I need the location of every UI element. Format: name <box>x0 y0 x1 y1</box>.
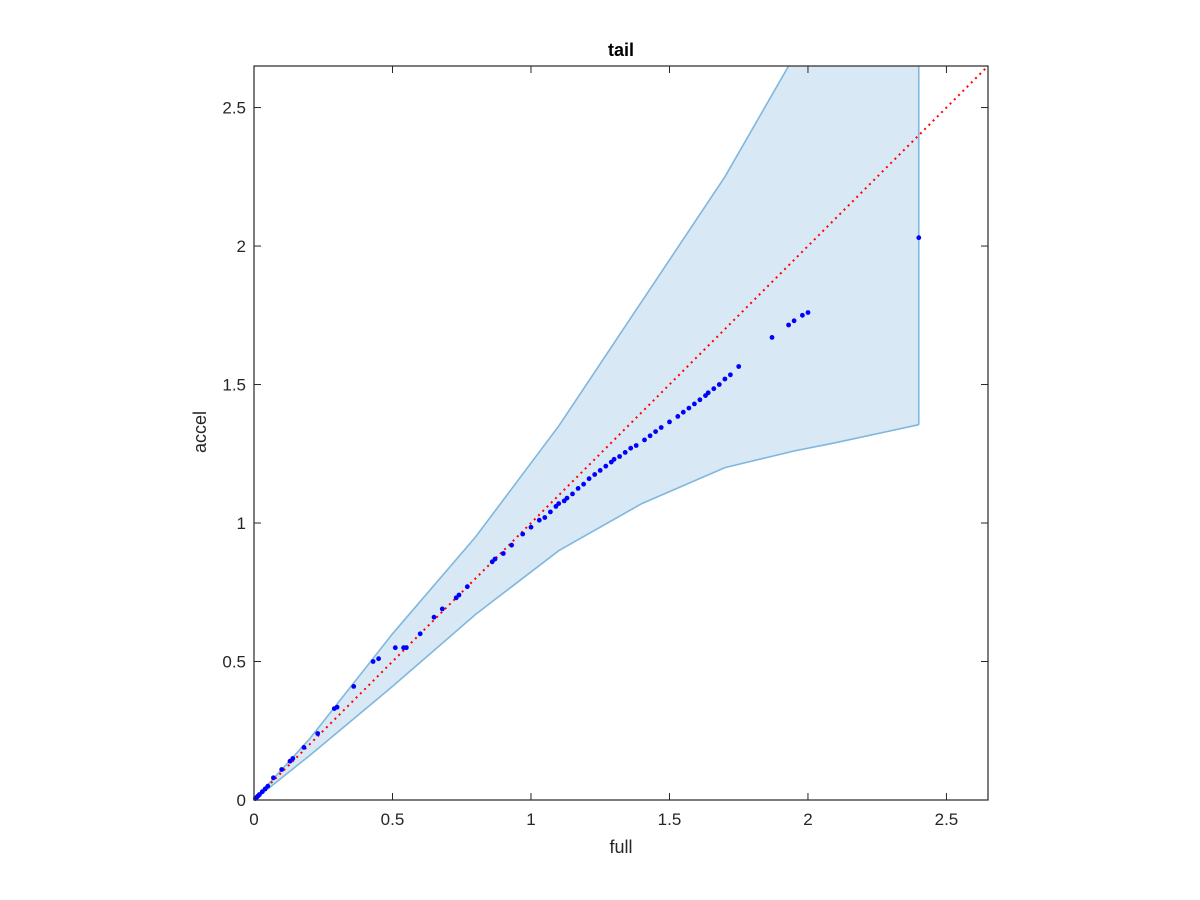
chart-title: tail <box>608 40 634 60</box>
data-point <box>705 390 711 396</box>
data-point <box>692 401 697 407</box>
data-point <box>711 386 717 392</box>
data-point <box>528 524 534 530</box>
x-tick-label: 1 <box>526 810 535 829</box>
data-point <box>509 542 514 548</box>
band-lower-edge <box>253 423 919 801</box>
data-point <box>592 472 598 477</box>
plot-area: 0 0.5 1 1.5 2 2.5 0 0.5 1 1.5 2 2.5 <box>222 65 989 829</box>
data-point <box>265 783 271 789</box>
data-point <box>603 463 609 469</box>
data-point <box>686 405 692 411</box>
data-point <box>492 556 498 562</box>
data-point <box>456 592 462 598</box>
data-point <box>633 443 639 448</box>
data-point <box>736 364 742 369</box>
reference-line <box>253 65 989 801</box>
axes-box <box>253 65 989 801</box>
y-tick-label: 2.5 <box>222 99 246 118</box>
data-point <box>667 419 672 425</box>
data-point <box>536 517 542 523</box>
data-point <box>581 481 586 487</box>
data-point <box>351 684 357 689</box>
data-point <box>597 468 603 473</box>
data-point <box>570 491 575 497</box>
x-tick-label: 0 <box>249 810 258 829</box>
data-point <box>290 756 296 761</box>
x-axis-label: full <box>609 837 632 857</box>
data-point <box>417 631 423 637</box>
confidence-band <box>254 66 919 800</box>
data-point <box>653 429 658 434</box>
data-point <box>376 656 381 662</box>
data-point <box>301 745 307 750</box>
data-point <box>916 235 922 241</box>
data-point <box>697 397 703 403</box>
y-tick-label: 1 <box>237 514 246 533</box>
data-point <box>716 382 722 387</box>
x-tick-label: 2.5 <box>935 810 959 829</box>
data-point <box>500 551 506 556</box>
data-point <box>622 450 628 455</box>
data-point <box>722 376 728 382</box>
data-point <box>728 372 733 378</box>
data-point <box>464 584 470 590</box>
data-point <box>617 454 622 459</box>
x-tick-label: 2 <box>803 810 812 829</box>
data-point <box>271 775 276 781</box>
data-point <box>334 704 340 710</box>
data-point <box>279 767 285 772</box>
data-point <box>791 318 797 324</box>
data-point <box>800 312 805 318</box>
data-point <box>628 445 634 451</box>
data-point <box>611 456 617 462</box>
data-point <box>548 509 553 515</box>
data-point <box>556 501 562 506</box>
y-tick-label: 1.5 <box>222 376 246 395</box>
data-point <box>439 606 445 612</box>
data-point <box>642 437 647 443</box>
data-point <box>786 322 791 328</box>
data-point <box>769 335 775 340</box>
band-upper-edge <box>254 66 790 800</box>
data-point <box>520 531 526 537</box>
data-point <box>315 731 321 736</box>
y-tick-label: 2 <box>237 237 246 256</box>
data-point <box>647 433 653 439</box>
x-tick-label: 0.5 <box>381 810 405 829</box>
data-point <box>805 310 811 315</box>
y-tick-label: 0 <box>237 791 246 810</box>
data-point <box>575 486 581 491</box>
y-axis-label: accel <box>190 411 210 453</box>
data-point <box>431 614 437 620</box>
data-point <box>542 515 548 520</box>
x-tick-label: 1.5 <box>658 810 682 829</box>
data-point <box>403 645 409 651</box>
data-point <box>658 425 664 430</box>
data-point <box>680 409 686 415</box>
data-point <box>564 495 570 501</box>
data-point <box>675 414 681 419</box>
data-point <box>586 476 592 482</box>
y-tick-label: 0.5 <box>222 653 246 672</box>
data-point <box>392 645 398 651</box>
data-point <box>370 659 376 664</box>
